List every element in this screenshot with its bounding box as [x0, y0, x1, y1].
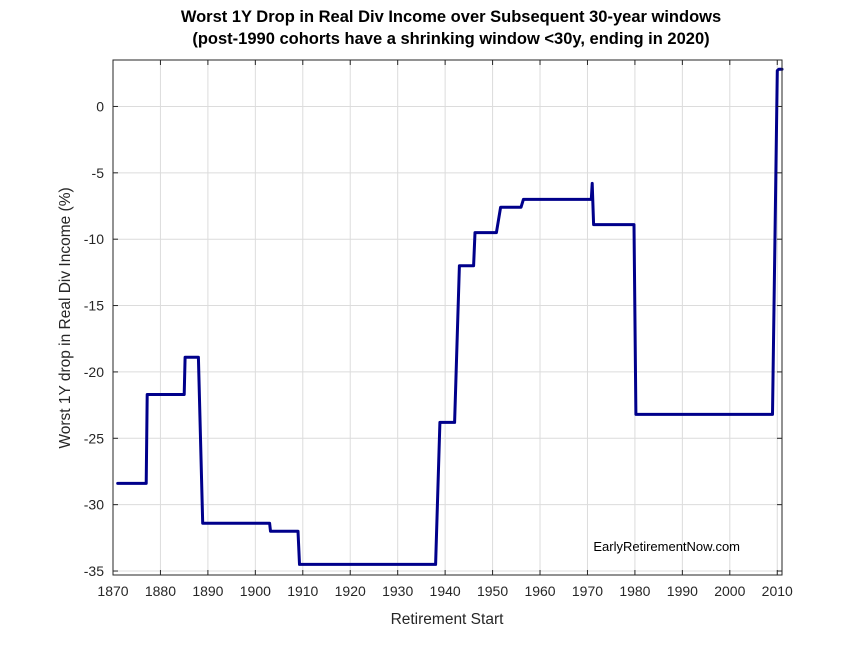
x-tick-label: 1980: [619, 583, 650, 599]
y-tick-label: -25: [84, 430, 104, 446]
x-tick-label: 1870: [97, 583, 128, 599]
x-tick-label: 1910: [287, 583, 318, 599]
x-tick-label: 1970: [572, 583, 603, 599]
x-tick-label: 2010: [762, 583, 793, 599]
chart-title: Worst 1Y Drop in Real Div Income over Su…: [181, 8, 721, 26]
x-tick-label: 1900: [240, 583, 271, 599]
x-tick-label: 1890: [192, 583, 223, 599]
y-tick-label: -35: [84, 563, 104, 579]
y-axis-label: Worst 1Y drop in Real Div Income (%): [57, 187, 74, 448]
y-tick-label: -30: [84, 497, 104, 513]
x-tick-label: 1930: [382, 583, 413, 599]
watermark-annotation: EarlyRetirementNow.com: [593, 539, 740, 554]
y-tick-label: -10: [84, 231, 104, 247]
y-tick-label: -5: [92, 165, 105, 181]
x-axis-label: Retirement Start: [391, 611, 505, 628]
x-tick-label: 1940: [430, 583, 461, 599]
x-tick-label: 1880: [145, 583, 176, 599]
grid: [112, 60, 782, 575]
y-tick-label: 0: [96, 98, 104, 114]
series-line: [116, 67, 784, 566]
x-tick-label: 1950: [477, 583, 508, 599]
y-tick-label: -20: [84, 364, 104, 380]
x-tick-label: 1960: [524, 583, 555, 599]
plot-frame: [112, 59, 783, 576]
x-tick-label: 2000: [714, 583, 745, 599]
ticks: 1870 1880 1890 1900 1910 1920 1930 1940 1950 1960…: [84, 60, 793, 599]
series-group: [116, 67, 784, 566]
x-tick-label: 1990: [667, 583, 698, 599]
y-tick-label: -15: [84, 298, 104, 314]
plot-area: [113, 60, 782, 575]
chart-subtitle: (post-1990 cohorts have a shrinking wind…: [192, 30, 709, 48]
x-tick-label: 1920: [335, 583, 366, 599]
